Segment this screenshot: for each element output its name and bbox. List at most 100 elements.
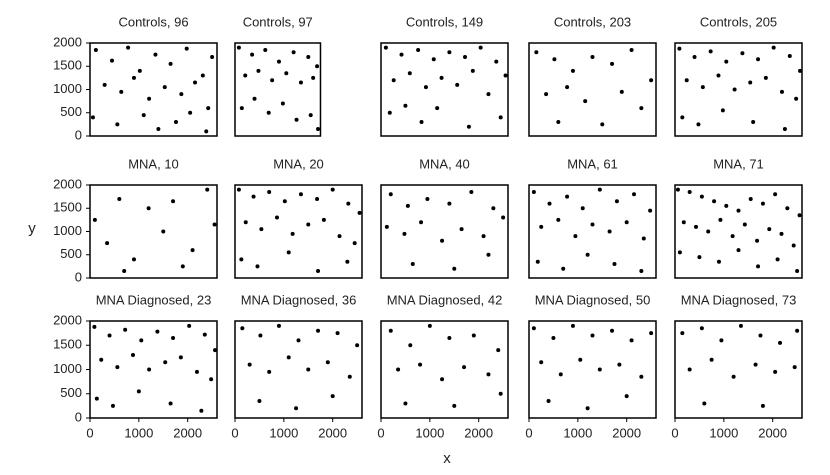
point bbox=[130, 352, 135, 357]
point bbox=[447, 50, 452, 55]
point bbox=[200, 73, 205, 78]
point bbox=[565, 85, 570, 90]
point bbox=[751, 120, 756, 125]
point bbox=[590, 222, 595, 227]
panel-title: MNA, 40 bbox=[419, 156, 470, 171]
point bbox=[330, 187, 335, 192]
point bbox=[155, 329, 160, 334]
y-tick-label: 1500 bbox=[53, 58, 82, 73]
point bbox=[110, 403, 115, 408]
point bbox=[696, 122, 701, 127]
point bbox=[610, 328, 615, 333]
point bbox=[212, 222, 217, 227]
point bbox=[199, 408, 204, 413]
x-tick-label: 1000 bbox=[709, 425, 738, 440]
point bbox=[256, 68, 261, 73]
point bbox=[298, 80, 303, 85]
point bbox=[306, 54, 311, 59]
y-tick-label: 0 bbox=[75, 127, 82, 142]
point bbox=[90, 115, 95, 120]
point bbox=[427, 323, 432, 328]
point bbox=[255, 264, 260, 269]
x-tick-label: 2000 bbox=[318, 425, 347, 440]
point bbox=[675, 187, 680, 192]
point bbox=[137, 68, 142, 73]
point bbox=[649, 331, 654, 336]
point bbox=[276, 59, 281, 64]
point bbox=[168, 401, 173, 406]
x-tick-label: 0 bbox=[377, 425, 384, 440]
point bbox=[544, 92, 549, 97]
y-tick-label: 2000 bbox=[53, 176, 82, 191]
point bbox=[206, 106, 211, 111]
point bbox=[316, 328, 321, 333]
y-tick-label: 1500 bbox=[53, 337, 82, 352]
point bbox=[534, 50, 539, 55]
point bbox=[706, 229, 711, 234]
point bbox=[352, 241, 357, 246]
point bbox=[462, 365, 467, 370]
point bbox=[639, 269, 644, 274]
point bbox=[552, 57, 557, 62]
panel-frame bbox=[674, 184, 803, 279]
point bbox=[168, 61, 173, 66]
point bbox=[139, 338, 144, 343]
panel-title: MNA Diagnosed, 73 bbox=[681, 292, 797, 307]
point bbox=[92, 324, 97, 329]
point bbox=[439, 75, 444, 80]
point bbox=[171, 335, 176, 340]
point bbox=[677, 250, 682, 255]
point bbox=[190, 248, 195, 253]
point bbox=[402, 231, 407, 236]
point bbox=[547, 201, 552, 206]
point bbox=[252, 96, 257, 101]
point bbox=[573, 234, 578, 239]
point bbox=[296, 338, 301, 343]
point bbox=[742, 222, 747, 227]
point bbox=[146, 206, 151, 211]
point bbox=[680, 115, 685, 120]
point bbox=[447, 335, 452, 340]
point bbox=[491, 206, 496, 211]
point bbox=[779, 231, 784, 236]
y-tick-label: 500 bbox=[60, 246, 82, 261]
point bbox=[760, 403, 765, 408]
point bbox=[387, 110, 392, 115]
point bbox=[570, 323, 575, 328]
point bbox=[346, 201, 351, 206]
point bbox=[440, 377, 445, 382]
panel-frame bbox=[380, 320, 509, 419]
point bbox=[681, 220, 686, 225]
point bbox=[136, 389, 141, 394]
point bbox=[641, 236, 646, 241]
point bbox=[677, 46, 682, 51]
point bbox=[785, 206, 790, 211]
point bbox=[99, 357, 104, 362]
y-tick-label: 1000 bbox=[53, 223, 82, 238]
point bbox=[773, 369, 778, 374]
x-tick-label: 2000 bbox=[612, 425, 641, 440]
point bbox=[286, 250, 291, 255]
point bbox=[408, 343, 413, 348]
point bbox=[496, 348, 501, 353]
point bbox=[311, 75, 316, 80]
point bbox=[597, 367, 602, 372]
point bbox=[294, 117, 299, 122]
point bbox=[396, 367, 401, 372]
point bbox=[486, 92, 491, 97]
point bbox=[561, 266, 566, 271]
point bbox=[498, 115, 503, 120]
point bbox=[205, 187, 210, 192]
point bbox=[270, 78, 275, 83]
point bbox=[298, 192, 303, 197]
x-tick-label: 1000 bbox=[124, 425, 153, 440]
point bbox=[179, 92, 184, 97]
point bbox=[259, 227, 264, 232]
point bbox=[452, 266, 457, 271]
y-tick-label: 1000 bbox=[53, 81, 82, 96]
point bbox=[357, 210, 362, 215]
point bbox=[697, 255, 702, 260]
point bbox=[556, 217, 561, 222]
panel-frame bbox=[380, 42, 509, 137]
point bbox=[494, 59, 499, 64]
